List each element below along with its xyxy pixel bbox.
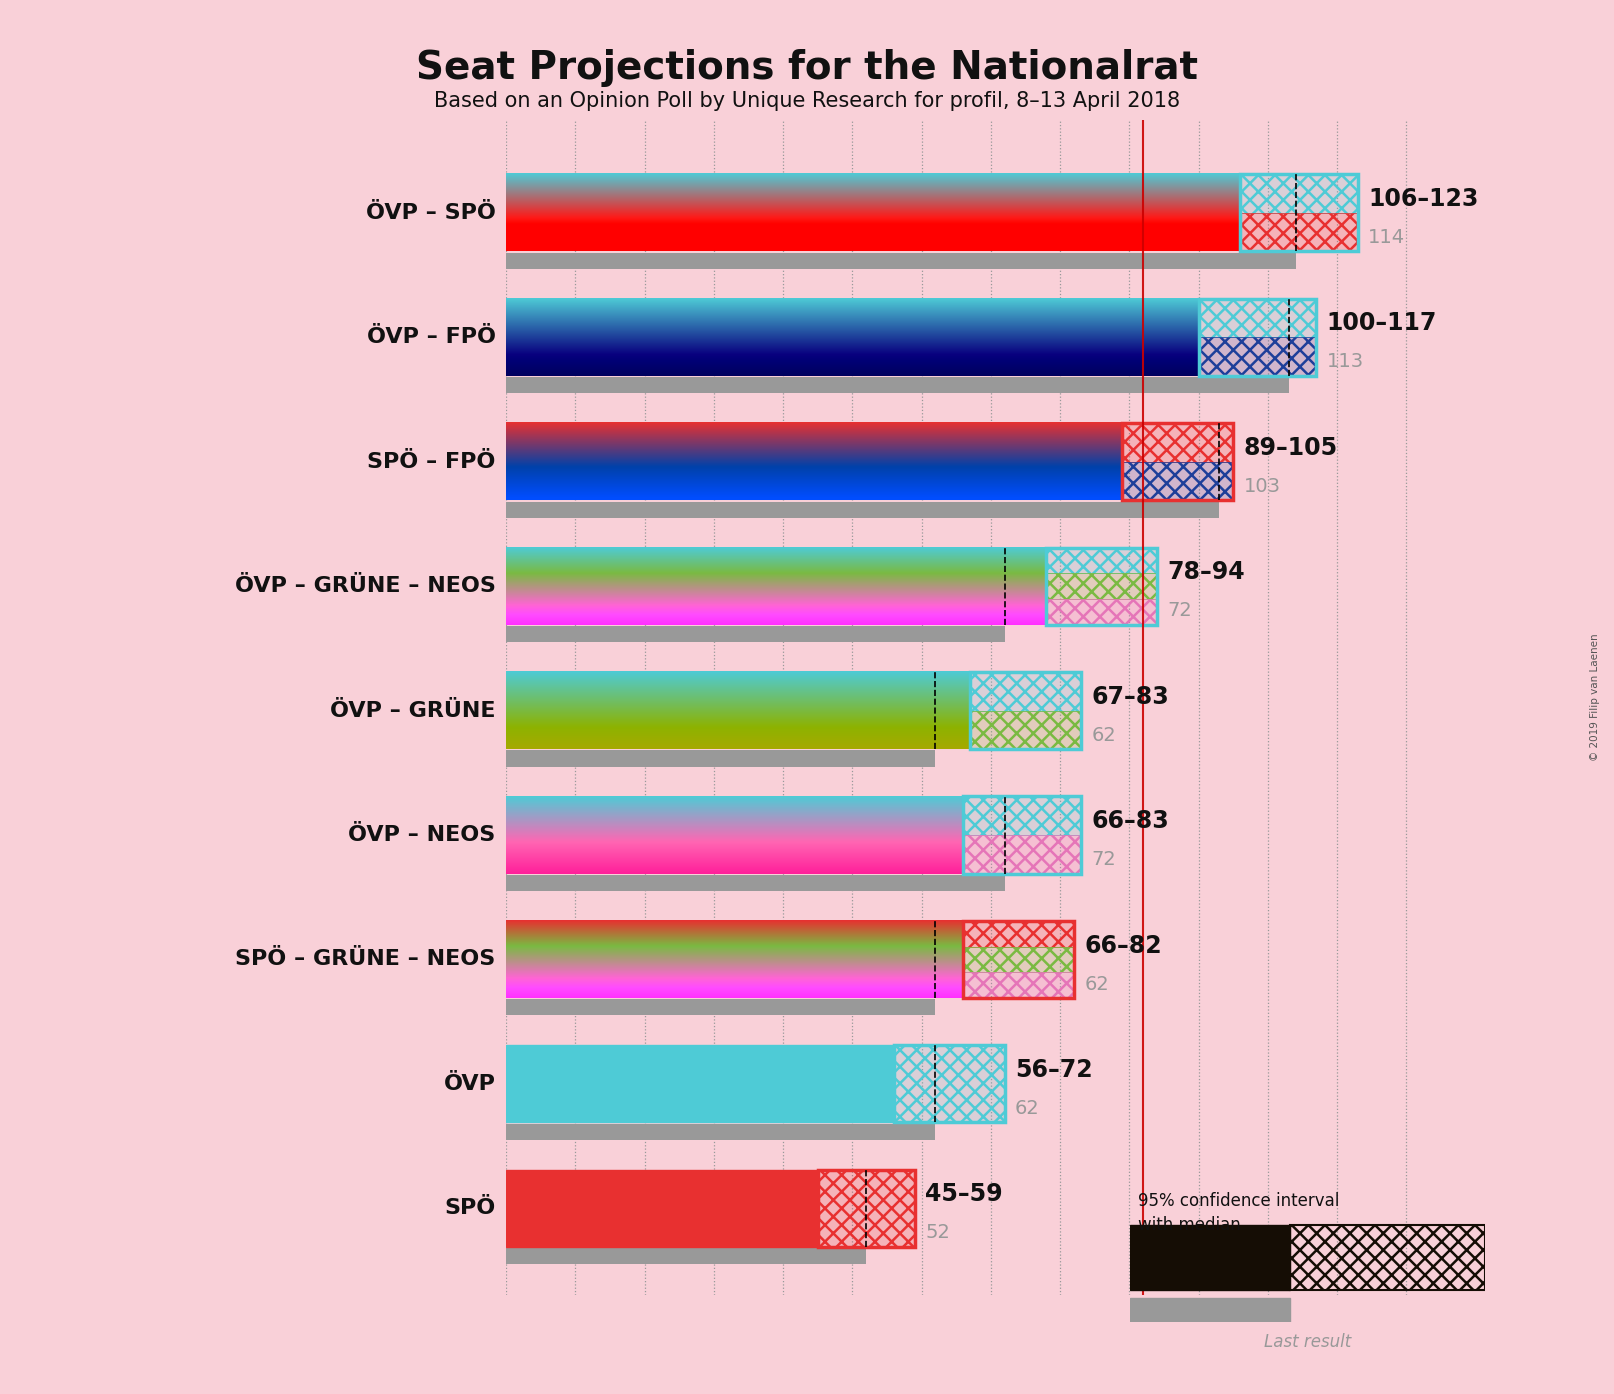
Bar <box>894 1046 1004 1122</box>
Bar <box>507 875 1004 891</box>
Bar <box>970 672 1081 749</box>
Bar <box>964 921 1073 947</box>
Text: Seat Projections for the Nationalrat: Seat Projections for the Nationalrat <box>416 49 1198 86</box>
Bar <box>1240 174 1357 251</box>
Bar <box>507 626 1004 643</box>
Bar <box>507 378 1288 393</box>
Bar <box>818 1170 915 1246</box>
Bar <box>1046 573 1157 599</box>
Bar <box>1122 461 1233 500</box>
Bar <box>1046 599 1157 625</box>
Text: 62: 62 <box>1091 726 1115 744</box>
Text: 95% confidence interval: 95% confidence interval <box>1138 1192 1340 1210</box>
Text: 103: 103 <box>1243 477 1280 496</box>
Text: ÖVP – NEOS: ÖVP – NEOS <box>349 825 495 845</box>
Text: Based on an Opinion Poll by Unique Research for profil, 8–13 April 2018: Based on an Opinion Poll by Unique Resea… <box>434 91 1180 110</box>
Text: SPÖ – GRÜNE – NEOS: SPÖ – GRÜNE – NEOS <box>236 949 495 969</box>
Text: ÖVP – GRÜNE: ÖVP – GRÜNE <box>331 701 495 721</box>
Text: 56–72: 56–72 <box>1015 1058 1093 1082</box>
Bar <box>964 921 1073 947</box>
Bar <box>818 1170 915 1246</box>
Bar <box>964 972 1073 998</box>
Text: 106–123: 106–123 <box>1369 187 1478 210</box>
Bar <box>970 672 1081 711</box>
Text: 72: 72 <box>1167 601 1193 620</box>
Bar <box>1122 424 1233 461</box>
Bar <box>1240 174 1357 213</box>
Bar <box>1046 548 1157 573</box>
Text: 52: 52 <box>925 1224 951 1242</box>
Bar <box>1130 1225 1290 1291</box>
Bar <box>964 947 1073 972</box>
Bar <box>1199 337 1317 376</box>
Bar <box>818 1170 915 1246</box>
Bar <box>894 1046 1004 1122</box>
Bar <box>1199 337 1317 376</box>
Bar <box>964 972 1073 998</box>
Bar <box>964 796 1081 835</box>
Text: 100–117: 100–117 <box>1327 311 1436 336</box>
Text: © 2019 Filip van Laenen: © 2019 Filip van Laenen <box>1590 633 1599 761</box>
Bar <box>894 1046 1004 1122</box>
Text: ÖVP – GRÜNE – NEOS: ÖVP – GRÜNE – NEOS <box>236 576 495 597</box>
Text: 62: 62 <box>1085 974 1109 994</box>
Bar <box>964 947 1073 972</box>
Bar <box>1046 548 1157 573</box>
Bar <box>1122 461 1233 500</box>
Text: 89–105: 89–105 <box>1243 436 1338 460</box>
Bar <box>1199 298 1317 337</box>
Text: ÖVP – FPÖ: ÖVP – FPÖ <box>366 328 495 347</box>
Bar <box>970 711 1081 749</box>
Text: ÖVP – SPÖ: ÖVP – SPÖ <box>366 204 495 223</box>
Bar <box>964 796 1081 835</box>
Bar <box>507 1170 818 1246</box>
Bar <box>1046 573 1157 599</box>
Bar <box>507 252 1296 269</box>
Bar <box>970 672 1081 711</box>
Bar <box>507 999 936 1015</box>
Text: 78–94: 78–94 <box>1167 560 1244 584</box>
Bar <box>1046 548 1157 625</box>
Bar <box>1122 424 1233 500</box>
Bar <box>964 921 1073 998</box>
Bar <box>1199 298 1317 376</box>
Text: 66–82: 66–82 <box>1085 934 1162 958</box>
Text: 62: 62 <box>1015 1098 1039 1118</box>
Bar <box>964 835 1081 874</box>
Text: SPÖ – FPÖ: SPÖ – FPÖ <box>368 452 495 471</box>
Bar <box>970 711 1081 749</box>
Text: SPÖ: SPÖ <box>444 1199 495 1218</box>
Bar <box>964 835 1081 874</box>
Bar <box>1130 1298 1290 1322</box>
Bar <box>1046 599 1157 625</box>
Bar <box>964 796 1081 874</box>
Bar <box>1240 213 1357 251</box>
Bar <box>1240 213 1357 251</box>
Bar <box>1240 174 1357 213</box>
Text: with median: with median <box>1138 1216 1241 1234</box>
Text: 72: 72 <box>1091 850 1115 870</box>
Bar <box>507 1248 867 1264</box>
Text: 66–83: 66–83 <box>1091 809 1169 834</box>
Text: Last result: Last result <box>1264 1333 1351 1351</box>
Text: 113: 113 <box>1327 353 1364 371</box>
Bar <box>507 1046 894 1122</box>
Text: 114: 114 <box>1369 229 1406 247</box>
Bar <box>1199 298 1317 337</box>
Bar <box>507 502 1219 517</box>
Text: 45–59: 45–59 <box>925 1182 1002 1206</box>
Text: 67–83: 67–83 <box>1091 684 1169 708</box>
Bar <box>507 1124 936 1140</box>
Text: ÖVP: ÖVP <box>444 1073 495 1094</box>
Bar <box>1122 424 1233 461</box>
Bar <box>507 750 936 767</box>
Bar <box>1290 1225 1485 1291</box>
